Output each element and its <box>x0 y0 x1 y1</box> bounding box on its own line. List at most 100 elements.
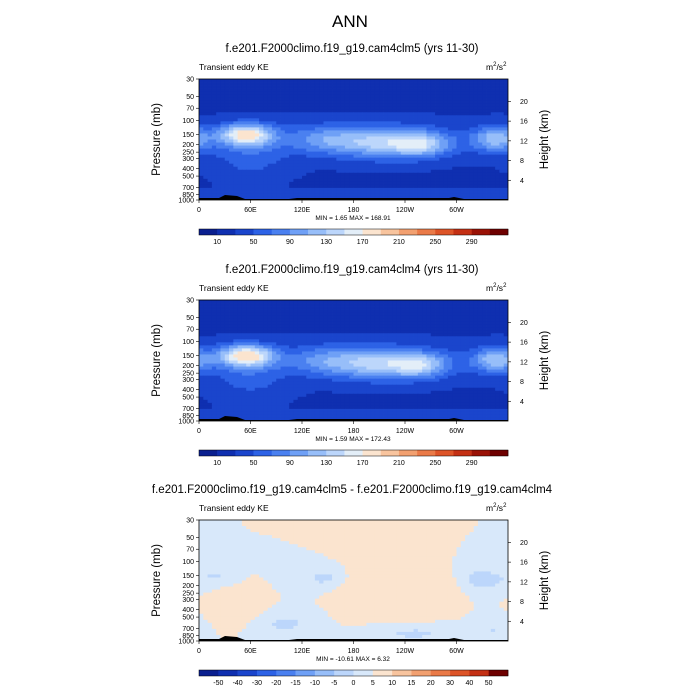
y-axis-label: Pressure (mb) <box>151 544 163 617</box>
y-tick-label: 100 <box>182 118 194 125</box>
colorbar-swatch <box>380 450 400 456</box>
colorbar-swatch <box>344 229 363 235</box>
panel-title: f.e201.F2000climo.f19_g19.cam4clm5 (yrs … <box>226 43 479 55</box>
height-tick-label: 12 <box>520 579 528 586</box>
y-tick-label: 1000 <box>178 639 194 646</box>
height-tick-label: 20 <box>520 320 528 327</box>
panel-difference: f.e201.F2000climo.f19_g19.cam4clm5 - f.e… <box>151 484 553 687</box>
colorbar-swatch <box>417 450 436 456</box>
field-label: Transient eddy KE <box>199 503 269 513</box>
y-tick-label: 100 <box>182 339 194 346</box>
x-tick-label: 60E <box>244 207 257 214</box>
colorbar-swatch <box>392 670 412 676</box>
colorbar-label: 30 <box>446 680 454 687</box>
colorbar-swatch <box>344 450 363 456</box>
colorbar-label: -5 <box>331 680 337 687</box>
terrain-mask <box>199 195 508 200</box>
colorbar-label: 90 <box>286 460 294 467</box>
y-axis-right-label: Height (km) <box>539 110 551 170</box>
colorbar-label: 170 <box>357 460 369 467</box>
colorbar-swatch <box>256 670 277 676</box>
colorbar-swatch <box>398 229 418 235</box>
y-tick-label: 70 <box>186 327 194 334</box>
min-max-stats: MIN = -10.61 MAX = 6.32 <box>316 656 390 663</box>
y-tick-label: 150 <box>182 573 194 580</box>
height-tick-label: 8 <box>520 379 524 386</box>
colorbar-swatch <box>435 450 454 456</box>
colorbar-swatch <box>398 450 418 456</box>
height-tick-label: 16 <box>520 560 528 567</box>
colorbar-swatch <box>217 450 236 456</box>
colorbar-swatch <box>289 450 309 456</box>
min-max-stats: MIN = 1.59 MAX = 172.43 <box>315 436 391 443</box>
y-axis-right-label: Height (km) <box>539 551 551 611</box>
colorbar-swatch <box>326 450 345 456</box>
y-tick-label: 250 <box>182 371 194 378</box>
height-tick-label: 16 <box>520 340 528 347</box>
colorbar-label: 290 <box>466 239 478 246</box>
y-tick-label: 300 <box>182 156 194 163</box>
y-tick-label: 700 <box>182 185 194 192</box>
colorbar-label: 50 <box>250 460 258 467</box>
colorbar-swatch <box>334 670 354 676</box>
height-tick-label: 4 <box>520 178 524 185</box>
colorbar-label: 210 <box>393 460 405 467</box>
terrain-mask <box>199 416 508 421</box>
x-tick-label: 0 <box>197 207 201 214</box>
x-tick-label: 120W <box>396 428 415 435</box>
x-tick-label: 60W <box>449 648 464 655</box>
colorbar-swatch <box>253 450 273 456</box>
colorbar-swatch <box>489 450 509 456</box>
units-label: m2/s2 <box>486 283 507 293</box>
y-tick-label: 500 <box>182 615 194 622</box>
units-label: m2/s2 <box>486 503 507 513</box>
height-tick-label: 4 <box>520 619 524 626</box>
panel-cam4clm4: f.e201.F2000climo.f19_g19.cam4clm4 (yrs … <box>151 264 551 467</box>
colorbar-label: 50 <box>485 680 493 687</box>
colorbar-swatch <box>372 670 393 676</box>
x-tick-label: 120W <box>396 207 415 214</box>
colorbar-swatch <box>217 229 236 235</box>
colorbar-label: 170 <box>357 239 369 246</box>
y-tick-label: 300 <box>182 377 194 384</box>
colorbar-swatch <box>271 229 291 235</box>
colorbar-swatch <box>218 670 238 676</box>
colorbar-label: 290 <box>466 460 478 467</box>
x-tick-label: 180 <box>348 207 360 214</box>
colorbar-swatch <box>276 670 296 676</box>
colorbar-swatch <box>417 229 436 235</box>
colorbar-label: 0 <box>352 680 356 687</box>
y-tick-label: 400 <box>182 166 194 173</box>
colorbar-label: -15 <box>291 680 301 687</box>
colorbar-label: 15 <box>408 680 416 687</box>
colorbar: 10 50 90 130 170 210 250 290 <box>198 228 509 246</box>
colorbar-label: 10 <box>213 239 221 246</box>
y-tick-label: 200 <box>182 363 194 370</box>
colorbar-swatch <box>314 670 335 676</box>
colorbar-swatch <box>411 670 432 676</box>
y-tick-label: 50 <box>186 315 194 322</box>
y-tick-label: 700 <box>182 406 194 413</box>
colorbar-swatch <box>353 670 374 676</box>
x-tick-label: 120W <box>396 648 415 655</box>
y-tick-label: 250 <box>182 591 194 598</box>
y-tick-label: 400 <box>182 607 194 614</box>
y-tick-label: 500 <box>182 395 194 402</box>
x-tick-label: 0 <box>197 648 201 655</box>
y-tick-label: 200 <box>182 142 194 149</box>
height-tick-label: 12 <box>520 138 528 145</box>
colorbar-label: 90 <box>286 239 294 246</box>
y-tick-label: 30 <box>186 298 194 305</box>
colorbar-swatch <box>326 229 345 235</box>
y-tick-label: 500 <box>182 174 194 181</box>
colorbar-swatch <box>237 670 258 676</box>
x-tick-label: 60E <box>244 428 257 435</box>
height-tick-label: 20 <box>520 99 528 106</box>
colorbar-label: 20 <box>427 680 435 687</box>
min-max-stats: MIN = 1.65 MAX = 168.91 <box>315 215 391 222</box>
colorbar-label: 10 <box>388 680 396 687</box>
x-tick-label: 120E <box>294 648 311 655</box>
field-label: Transient eddy KE <box>199 62 269 72</box>
colorbar-swatch <box>362 450 382 456</box>
